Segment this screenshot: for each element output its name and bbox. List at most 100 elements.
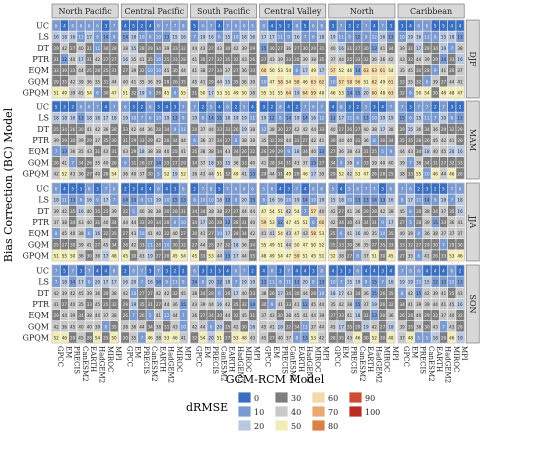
heatmap-cell: [190, 42, 199, 54]
cell-value-label: 32: [111, 302, 117, 307]
heatmap-cell: [387, 298, 395, 310]
heatmap-cell: [146, 298, 155, 310]
cell-value-label: 33: [399, 242, 405, 247]
cell-value-label: 36: [363, 291, 369, 296]
heatmap-cell: [431, 216, 440, 228]
region-strip: [259, 3, 327, 19]
heatmap-cell: [154, 134, 163, 146]
cell-value-label: 7: [157, 269, 160, 274]
cell-value-label: 30: [457, 242, 463, 247]
gcm-rcm-label: EM: [134, 346, 142, 358]
cell-value-label: 12: [302, 302, 308, 307]
heatmap-cell: [423, 53, 431, 65]
cell-value-label: 27: [330, 149, 336, 154]
cell-value-label: 59: [294, 253, 300, 258]
cell-value-label: 16: [457, 209, 463, 214]
cell-value-label: 44: [339, 57, 345, 62]
cell-value-label: 8: [201, 116, 204, 121]
cell-value-label: 7: [113, 198, 116, 203]
cell-value-label: 15: [355, 90, 361, 95]
cell-value-label: 33: [339, 242, 345, 247]
heatmap-cell: [77, 227, 85, 239]
heatmap-cell: [447, 134, 456, 146]
heatmap-cell: [138, 123, 146, 135]
heatmap-cell: [329, 227, 337, 239]
heatmap-cell: [93, 87, 102, 98]
cell-value-label: 34: [294, 324, 300, 329]
cell-value-label: 44: [269, 171, 275, 176]
heatmap-cell: [154, 194, 163, 205]
cell-value-label: 44: [200, 324, 206, 329]
heatmap-cell: [431, 123, 440, 135]
cell-value-label: 25: [103, 68, 109, 73]
heatmap-cell: [85, 183, 94, 194]
heatmap-cell: [362, 145, 370, 157]
cell-value-label: 28: [217, 220, 223, 225]
cell-value-label: 6: [88, 24, 91, 29]
cell-value-label: 6: [201, 24, 204, 29]
cell-value-label: 37: [302, 160, 308, 165]
heatmap-cell: [398, 309, 406, 321]
heatmap-cell: [198, 53, 207, 65]
cell-value-label: 37: [399, 335, 405, 340]
heatmap-cell: [68, 183, 77, 194]
cell-value-label: 4: [296, 269, 299, 274]
heatmap-cell: [309, 112, 318, 123]
heatmap-cell: [439, 298, 448, 310]
heatmap-cell: [301, 194, 309, 205]
cell-value-label: 7: [434, 116, 437, 121]
heatmap-cell: [317, 194, 326, 205]
heatmap-cell: [276, 53, 285, 65]
season-strip: [465, 19, 480, 99]
cell-value-label: 8: [174, 220, 177, 225]
heatmap-cell: [406, 64, 415, 76]
cell-value-label: 34: [242, 231, 248, 236]
heatmap-cell: [223, 265, 232, 276]
heatmap-cell: [240, 287, 249, 299]
heatmap-cell: [154, 42, 163, 54]
heatmap-cell: [77, 205, 85, 217]
heatmap-cell: [110, 183, 118, 194]
season-label: MAM: [468, 129, 477, 151]
heatmap-cell: [101, 20, 110, 31]
heatmap-cell: [232, 287, 240, 299]
heatmap-cell: [232, 216, 240, 228]
region-label: North: [350, 7, 374, 16]
heatmap-cell: [259, 157, 268, 168]
heatmap-cell: [406, 168, 415, 179]
cell-value-label: 43: [355, 149, 361, 154]
heatmap-cell: [345, 31, 354, 42]
heatmap-cell: [162, 216, 171, 228]
cell-value-label: 12: [355, 35, 361, 40]
cell-value-label: 44: [95, 313, 101, 318]
cell-value-label: 43: [433, 324, 439, 329]
heatmap-cell: [370, 332, 379, 343]
heatmap-cell: [337, 250, 346, 261]
cell-value-label: 30: [200, 57, 206, 62]
cell-value-label: 41: [181, 335, 187, 340]
cell-value-label: 44: [208, 171, 214, 176]
heatmap-cell: [68, 194, 77, 205]
heatmap-cell: [146, 287, 155, 299]
heatmap-cell: [60, 101, 69, 112]
heatmap-cell: [268, 20, 276, 31]
heatmap-cell: [154, 53, 163, 65]
heatmap-cell: [293, 112, 301, 123]
heatmap-cell: [162, 194, 171, 205]
cell-value-label: 41: [441, 68, 447, 73]
cell-value-label: 19: [399, 280, 405, 285]
cell-value-label: 42: [70, 291, 76, 296]
cell-value-label: 27: [208, 68, 214, 73]
heatmap-cell: [345, 76, 354, 87]
heatmap-cell: [456, 194, 464, 205]
cell-value-label: 34: [416, 149, 422, 154]
heatmap-cell: [60, 194, 69, 205]
heatmap-cell: [431, 157, 440, 168]
cell-value-label: 47: [363, 171, 369, 176]
cell-value-label: 44: [208, 127, 214, 132]
heatmap-cell: [337, 20, 346, 31]
heatmap-cell: [317, 123, 326, 135]
cell-value-label: 33: [123, 127, 129, 132]
